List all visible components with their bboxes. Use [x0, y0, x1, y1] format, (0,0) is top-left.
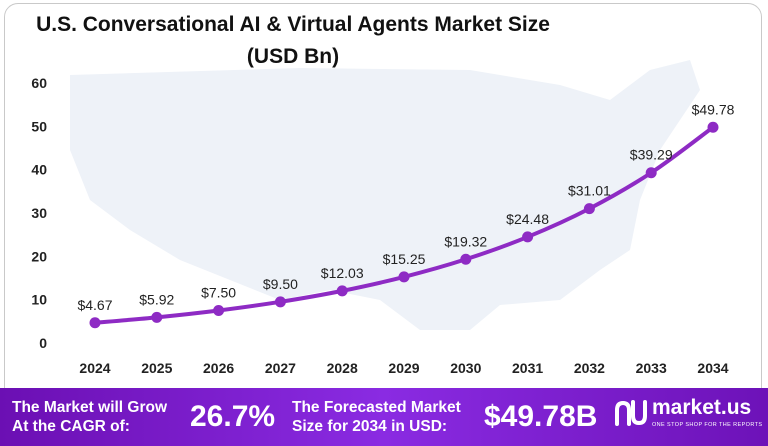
x-tick-label: 2026: [203, 360, 234, 376]
forecast-caption-line1: The Forecasted Market: [292, 399, 461, 416]
x-tick-label: 2032: [574, 360, 605, 376]
data-label: $15.25: [383, 251, 426, 267]
cagr-caption-line2: At the CAGR of:: [12, 418, 130, 435]
brand-tagline: ONE STOP SHOP FOR THE REPORTS: [652, 422, 763, 428]
x-tick-label: 2027: [265, 360, 296, 376]
y-tick-label: 30: [31, 205, 47, 221]
cagr-caption-line1: The Market will Grow: [12, 399, 168, 416]
data-point: [336, 285, 348, 297]
y-tick-label: 40: [31, 162, 47, 178]
x-axis: 2024 2025 2026 2027 2028 2029 2030 2031 2032 2033…: [79, 360, 728, 376]
x-tick-label: 2025: [141, 360, 172, 376]
data-label: $4.67: [77, 297, 112, 313]
data-point: [522, 231, 534, 243]
data-point: [583, 203, 595, 215]
y-tick-label: 10: [31, 292, 47, 308]
data-label: $19.32: [444, 233, 487, 249]
forecast-value: $49.78B: [484, 400, 598, 433]
data-label: $7.50: [201, 285, 236, 301]
data-label: $24.48: [506, 211, 549, 227]
series-line: [93, 125, 715, 325]
x-tick-label: 2030: [450, 360, 481, 376]
y-tick-label: 50: [31, 118, 47, 134]
data-label: $9.50: [263, 276, 298, 292]
usa-map-background: [70, 60, 700, 330]
data-points: [89, 121, 719, 329]
data-point: [645, 167, 657, 179]
data-point: [460, 253, 472, 265]
cagr-value: 26.7%: [190, 400, 276, 433]
y-tick-label: 0: [39, 335, 47, 351]
data-label: $5.92: [139, 291, 174, 307]
data-labels: $4.67 $5.92 $7.50 $9.50 $12.03 $15.25 $19.32 $2…: [77, 101, 734, 312]
data-point: [151, 311, 163, 323]
data-label: $31.01: [568, 183, 611, 199]
data-point: [89, 317, 101, 329]
data-label: $39.29: [630, 147, 673, 163]
y-tick-label: 20: [31, 248, 47, 264]
data-label: $12.03: [321, 265, 364, 281]
forecast-caption-line2: Size for 2034 in USD:: [292, 418, 448, 435]
x-tick-label: 2033: [636, 360, 667, 376]
brand-logo: market.us ONE STOP SHOP FOR THE REPORTS: [614, 394, 762, 440]
data-point: [707, 121, 719, 133]
x-tick-label: 2028: [327, 360, 358, 376]
data-point: [213, 305, 225, 316]
data-point: [274, 296, 286, 308]
brand-name: market.us: [652, 396, 752, 419]
x-tick-label: 2031: [512, 360, 543, 376]
chart-title: U.S. Conversational AI & Virtual Agents …: [36, 13, 550, 36]
data-label: $49.78: [692, 101, 735, 117]
x-tick-label: 2024: [79, 360, 110, 376]
data-point: [398, 271, 410, 283]
chart-subtitle: (USD Bn): [246, 45, 340, 68]
x-tick-label: 2029: [388, 360, 419, 376]
y-axis: 0 10 20 30 40 50 60: [31, 75, 47, 351]
x-tick-label: 2034: [697, 360, 728, 376]
footer-banner: The Market will Grow At the CAGR of: 26.…: [0, 388, 768, 446]
market-us-logo-icon: [615, 400, 647, 426]
y-tick-label: 60: [31, 75, 47, 91]
